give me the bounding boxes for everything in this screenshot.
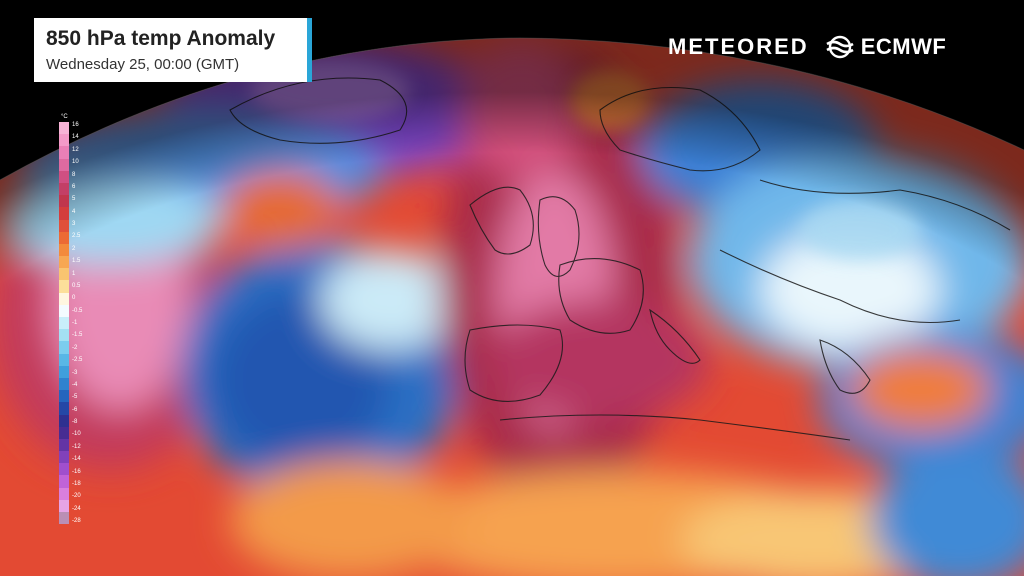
legend-label: -4: [72, 381, 78, 388]
legend-swatch: [59, 451, 69, 464]
ecmwf-logo: ECMWF: [860, 34, 947, 59]
legend-swatch: [59, 512, 69, 525]
legend-swatch: [59, 475, 69, 488]
meteored-logo: METEORED: [668, 34, 809, 59]
title-box: 850 hPa temp Anomaly Wednesday 25, 00:00…: [34, 18, 312, 82]
legend-label: 5: [72, 196, 76, 203]
legend-swatch: [59, 438, 69, 452]
legend-swatch: [59, 304, 69, 317]
legend-label: -5: [72, 394, 78, 401]
legend-swatch: [59, 219, 69, 232]
legend-label: -1: [72, 320, 78, 326]
legend-label: 3: [72, 221, 76, 227]
legend-swatch: [59, 134, 69, 147]
legend-label: -18: [72, 480, 81, 487]
legend-swatch: [59, 292, 69, 305]
legend-swatch: [59, 256, 69, 269]
legend-color-bar: [59, 122, 69, 525]
legend-swatch: [59, 170, 69, 183]
legend-swatch: [59, 377, 69, 391]
legend-label: 12: [72, 146, 79, 153]
legend-swatch: [59, 182, 69, 196]
legend-label: -14: [72, 456, 81, 463]
legend-label: 14: [72, 134, 79, 141]
legend-swatch: [59, 390, 69, 403]
legend-label: -3: [72, 369, 78, 376]
legend-label: -12: [72, 443, 81, 450]
legend-swatch: [59, 158, 69, 171]
legend-swatch: [59, 341, 69, 354]
legend-labels: 16 14 12 10 8 6 5 4 3 2.5 2 1.5 1 0.5 0 -0.5 -1 -1.5 -2 -2.…: [72, 122, 96, 524]
legend-label: -24: [72, 505, 81, 512]
map-title: 850 hPa temp Anomaly: [46, 27, 276, 50]
legend-label: -2: [72, 344, 78, 351]
legend-swatch: [59, 463, 69, 476]
map-subtitle: Wednesday 25, 00:00 (GMT): [46, 56, 240, 73]
legend-unit: °C: [61, 114, 68, 120]
legend-label: 16: [72, 122, 79, 128]
legend-label: 1: [72, 270, 76, 277]
ecmwf-wave-icon: [826, 35, 854, 59]
legend-label: 4: [72, 208, 76, 215]
legend-swatch: [59, 243, 69, 257]
legend-label: -0.5: [72, 307, 83, 314]
legend-label: 0: [72, 295, 76, 302]
logos: METEORED ECMWF: [668, 34, 946, 60]
legend-label: -16: [72, 468, 81, 475]
legend-label: -10: [72, 431, 81, 438]
legend-swatch: [59, 207, 69, 220]
legend-swatch: [59, 487, 69, 500]
legend-swatch: [59, 329, 69, 342]
legend-swatch: [59, 268, 69, 281]
legend-label: 1.5: [72, 258, 81, 265]
legend-label: -28: [72, 518, 81, 524]
legend-swatch: [59, 353, 69, 366]
legend-label: -6: [72, 406, 78, 413]
legend-label: 10: [72, 159, 79, 166]
legend-swatch: [59, 195, 69, 208]
legend-label: -1.5: [72, 332, 83, 339]
legend-label: 2.5: [72, 233, 81, 240]
legend-label: -20: [72, 493, 81, 500]
legend-label: 6: [72, 183, 76, 190]
legend-swatch: [59, 402, 69, 415]
legend-label: 8: [72, 171, 76, 178]
legend-swatch: [59, 426, 69, 439]
legend-swatch: [59, 365, 69, 378]
legend-label: 0.5: [72, 282, 81, 289]
legend-label: 2: [72, 245, 76, 252]
legend-swatch: [59, 414, 69, 427]
legend-label: -2.5: [72, 357, 83, 364]
legend-swatch: [59, 231, 69, 244]
legend-label: -8: [72, 419, 78, 425]
legend-swatch: [59, 280, 69, 293]
legend-swatch: [59, 317, 69, 330]
legend-swatch: [59, 146, 69, 159]
legend-swatch: [59, 122, 69, 135]
legend-swatch: [59, 499, 69, 512]
